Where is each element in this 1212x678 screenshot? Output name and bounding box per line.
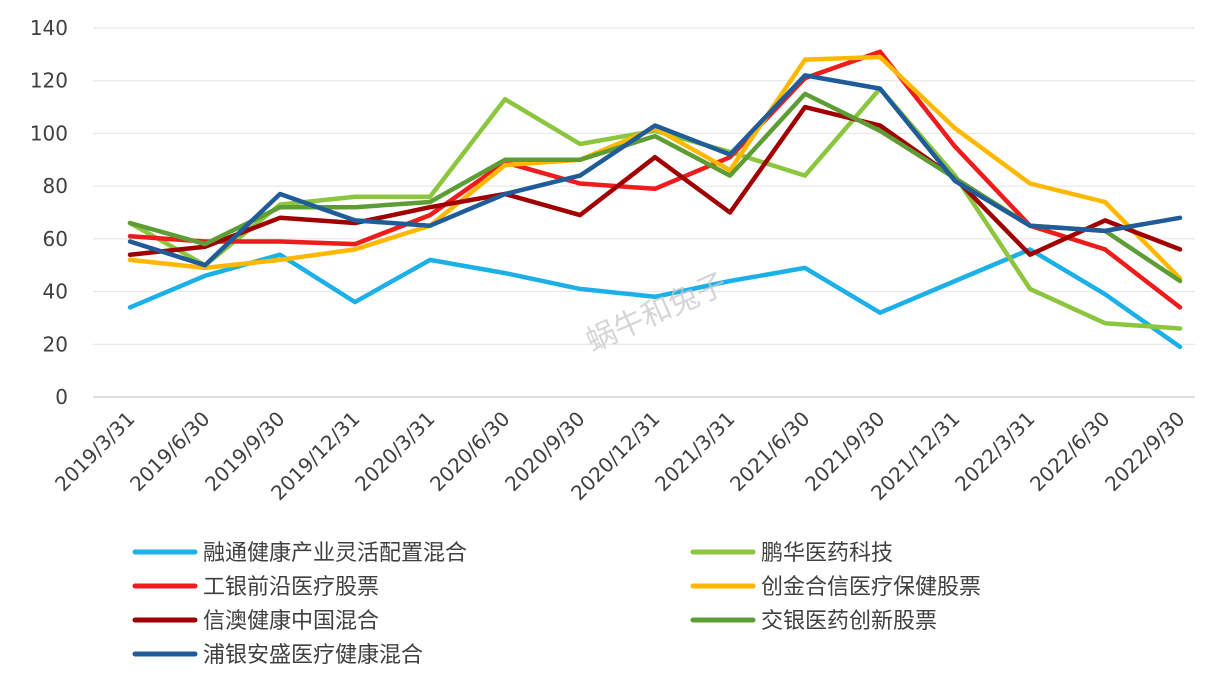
y-tick-label: 140: [30, 16, 68, 40]
x-tick-label: 2022/6/30: [1025, 407, 1114, 496]
x-tick-label: 2021/6/30: [725, 407, 814, 496]
legend-label: 工银前沿医疗股票: [203, 575, 379, 600]
legend-label: 融通健康产业灵活配置混合: [203, 541, 467, 566]
legend-label: 鹏华医药科技: [761, 541, 893, 566]
legend-label: 交银医药创新股票: [761, 609, 937, 634]
y-axis: 0 20 40 60 80 100 120 140: [30, 16, 1195, 409]
series-line-7: [127, 73, 1183, 268]
legend-label: 浦银安盛医疗健康混合: [203, 643, 423, 668]
y-tick-label: 0: [55, 385, 68, 409]
x-tick-label: 2021/3/31: [650, 407, 739, 496]
x-axis: 2019/3/312019/6/302019/9/302019/12/31202…: [50, 407, 1189, 505]
series-line-3: [127, 49, 1183, 310]
y-tick-label: 100: [30, 121, 68, 145]
x-tick-label: 2020/6/30: [425, 407, 514, 496]
x-tick-label: 2019/6/30: [125, 407, 214, 496]
y-tick-label: 60: [43, 227, 68, 251]
series-lines: [127, 49, 1183, 350]
legend-label: 创金合信医疗保健股票: [761, 575, 981, 600]
series-line-5: [127, 104, 1183, 257]
watermark-text: 蜗牛和兔子: [581, 266, 732, 359]
legend-label: 信澳健康中国混合: [203, 609, 379, 634]
y-tick-label: 40: [43, 280, 68, 304]
y-tick-label: 80: [43, 174, 68, 198]
series-line-1: [127, 247, 1183, 350]
x-tick-label: 2022/3/31: [950, 407, 1039, 496]
y-tick-label: 120: [30, 69, 68, 93]
x-tick-label: 2020/3/31: [350, 407, 439, 496]
y-tick-label: 20: [43, 332, 68, 356]
x-tick-label: 2022/9/30: [1100, 407, 1189, 496]
x-tick-label: 2019/3/31: [50, 407, 139, 496]
